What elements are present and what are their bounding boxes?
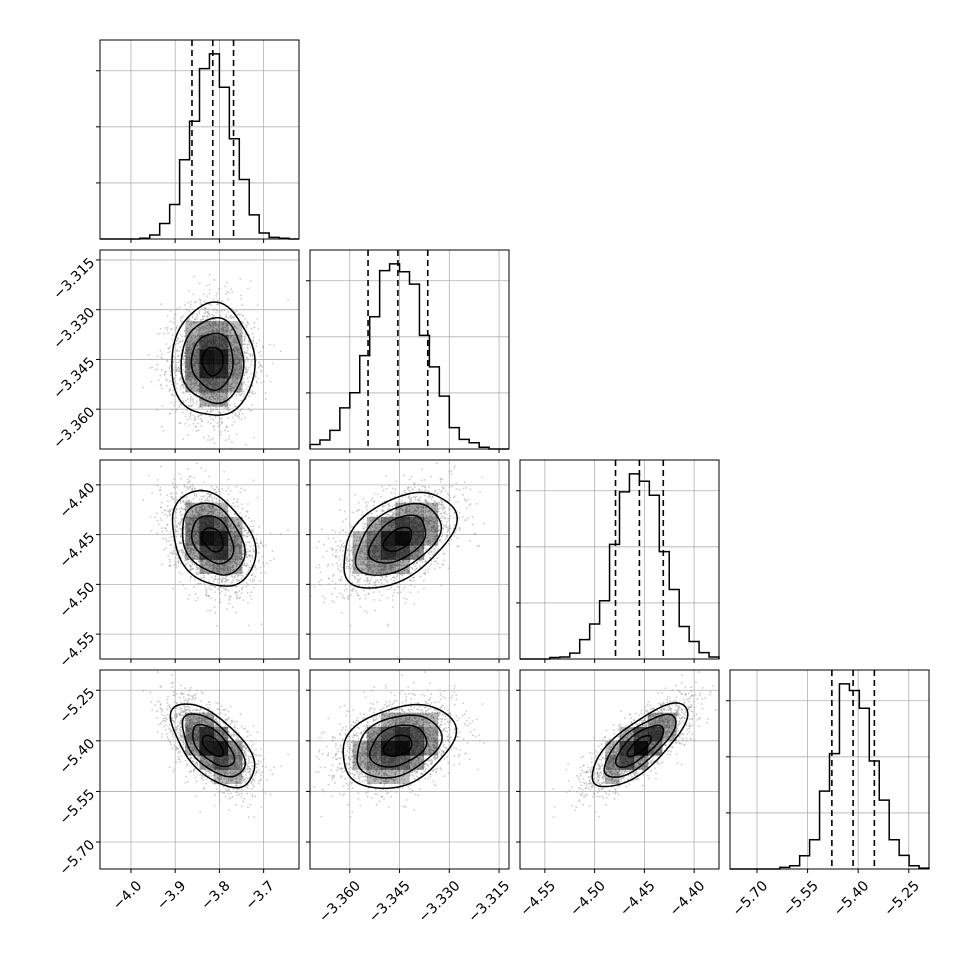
contour-3-0-0	[201, 734, 225, 758]
contour-2-0-1	[190, 515, 235, 565]
y-tick-label: −4.50	[57, 579, 99, 621]
contour-2-1-1	[367, 514, 427, 564]
contour-3-2-3	[591, 702, 689, 788]
contour-3-1-0	[382, 734, 413, 758]
panel-frame-2-2	[519, 459, 720, 660]
histogram-2	[520, 473, 720, 660]
panel-3-1	[306, 669, 510, 873]
axes-panels	[96, 39, 930, 873]
x-tick-label: −5.70	[730, 878, 772, 920]
panel-3-0	[96, 669, 300, 873]
panel-3-3	[726, 669, 930, 873]
panel-1-1	[306, 249, 510, 453]
contour-2-0-2	[181, 502, 246, 576]
x-tick-label: −4.50	[567, 878, 609, 920]
x-tick-label: −3.360	[316, 878, 364, 926]
panel-frame-3-1	[309, 669, 510, 870]
histogram-0	[100, 53, 299, 240]
x-tick-label: −4.45	[617, 878, 659, 920]
contour-2-0-3	[171, 489, 257, 587]
density-2-0	[185, 502, 243, 575]
panel-2-2	[516, 459, 720, 663]
y-tick-label: −3.330	[50, 305, 98, 353]
y-tick-label: −5.55	[57, 786, 99, 828]
panel-2-0	[96, 459, 300, 663]
density-3-0	[185, 712, 243, 785]
contour-3-0-1	[192, 723, 236, 768]
x-tick-label: −5.40	[831, 878, 873, 920]
x-tick-label: −3.8	[198, 878, 233, 913]
contour-3-1-1	[368, 724, 428, 768]
panel-frame-2-1	[309, 459, 510, 660]
contour-2-0-0	[201, 527, 224, 553]
contour-1-0-0	[201, 346, 224, 377]
panel-frame-1-1	[309, 249, 510, 450]
x-tick-label: −3.315	[465, 878, 513, 926]
y-tick-label: −4.55	[57, 629, 99, 671]
panel-2-1	[306, 459, 510, 663]
x-tick-label: −5.55	[780, 878, 822, 920]
contour-1-0-2	[180, 316, 245, 405]
panel-3-2	[516, 669, 720, 873]
y-tick-label: −5.40	[57, 736, 99, 778]
histogram-3	[730, 683, 930, 870]
x-tick-label: −3.9	[154, 878, 189, 913]
y-tick-label: −3.360	[50, 404, 98, 452]
y-tick-label: −4.40	[57, 480, 99, 522]
x-tick-label: −4.55	[517, 878, 559, 920]
panel-0-0	[96, 39, 300, 243]
contour-3-2-2	[603, 713, 677, 778]
panel-frame-3-0	[99, 669, 300, 870]
x-tick-label: −3.345	[366, 878, 414, 926]
x-tick-label: −4.0	[110, 878, 145, 913]
contour-3-1-3	[342, 703, 458, 790]
y-tick-label: −4.45	[57, 530, 99, 572]
x-tick-label: −3.7	[243, 878, 278, 913]
panel-frame-3-2	[519, 669, 720, 870]
contour-2-1-2	[354, 502, 443, 576]
y-tick-label: −3.315	[50, 255, 98, 303]
contour-3-1-2	[356, 714, 443, 779]
y-tick-label: −5.25	[57, 685, 99, 727]
x-tick-label: −5.25	[881, 878, 923, 920]
contour-1-0-1	[190, 332, 234, 392]
contour-2-1-3	[343, 491, 458, 589]
contour-3-2-0	[626, 734, 652, 758]
panel-frame-3-3	[729, 669, 930, 870]
x-tick-label: −3.330	[416, 878, 464, 926]
contour-3-0-2	[181, 713, 247, 778]
y-tick-label: −3.345	[50, 354, 98, 402]
panel-frame-0-0	[99, 39, 300, 240]
contour-1-0-3	[171, 301, 256, 416]
panel-1-0	[96, 249, 300, 453]
contour-3-2-1	[614, 724, 665, 769]
x-tick-label: −4.40	[667, 878, 709, 920]
histogram-1	[309, 263, 509, 450]
contour-3-0-3	[169, 703, 256, 789]
panel-frame-2-0	[99, 459, 300, 660]
contour-2-1-0	[382, 526, 413, 553]
y-tick-label: −5.70	[57, 837, 99, 879]
panel-frame-1-0	[99, 249, 300, 450]
